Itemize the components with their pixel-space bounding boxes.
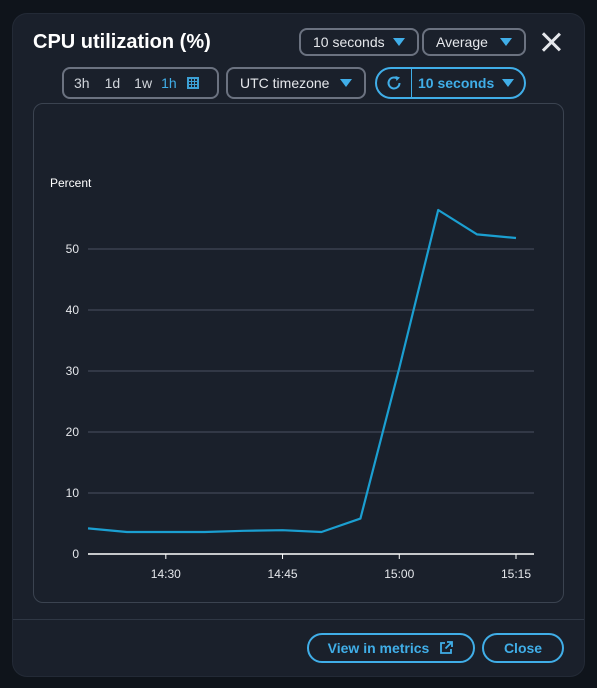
cpu-series-line bbox=[87, 208, 517, 534]
caret-down-icon bbox=[340, 79, 352, 87]
cpu-utilization-dialog: CPU utilization (%) 10 seconds Average 3… bbox=[13, 14, 584, 676]
view-in-metrics-label: View in metrics bbox=[327, 640, 430, 656]
footer-divider bbox=[13, 619, 584, 620]
refresh-icon bbox=[387, 76, 401, 90]
view-in-metrics-button[interactable]: View in metrics bbox=[307, 633, 475, 663]
cpu-line-chart: Percent 0 10 20 30 40 50 14:30 14:45 15:00 15:15 bbox=[50, 176, 534, 581]
range-1d[interactable]: 1d bbox=[104, 75, 121, 91]
x-tick-label: 14:45 bbox=[268, 567, 298, 581]
caret-down-icon bbox=[393, 38, 405, 46]
y-axis-label: Percent bbox=[50, 176, 92, 190]
timezone-dropdown[interactable]: UTC timezone bbox=[226, 67, 366, 99]
time-range-selector: 3h 1d 1w 1h bbox=[62, 67, 219, 99]
refresh-control: 10 seconds bbox=[375, 67, 526, 99]
external-link-icon bbox=[440, 641, 454, 654]
range-1w[interactable]: 1w bbox=[134, 75, 153, 91]
range-1h[interactable]: 1h bbox=[161, 75, 177, 91]
y-tick-label: 50 bbox=[66, 242, 80, 256]
y-tick-label: 20 bbox=[66, 425, 80, 439]
x-tick-label: 14:30 bbox=[151, 567, 181, 581]
period-label: 10 seconds bbox=[313, 34, 385, 50]
y-tick-label: 0 bbox=[72, 547, 79, 561]
close-icon[interactable] bbox=[540, 31, 562, 53]
chart-container: Percent 0 10 20 30 40 50 14:30 14:45 15:00 15:15 bbox=[33, 103, 564, 603]
timezone-label: UTC timezone bbox=[240, 75, 330, 91]
y-tick-label: 40 bbox=[66, 303, 80, 317]
refresh-button[interactable] bbox=[377, 69, 412, 97]
refresh-interval-label[interactable]: 10 seconds bbox=[418, 75, 495, 91]
range-3h[interactable]: 3h bbox=[74, 75, 90, 91]
x-tick-label: 15:00 bbox=[384, 567, 414, 581]
caret-down-icon bbox=[500, 38, 512, 46]
x-tick-label: 15:15 bbox=[501, 567, 531, 581]
y-tick-label: 30 bbox=[66, 364, 80, 378]
close-button[interactable]: Close bbox=[482, 633, 564, 663]
calendar-icon[interactable] bbox=[186, 77, 199, 89]
y-tick-label: 10 bbox=[66, 486, 80, 500]
statistic-dropdown[interactable]: Average bbox=[422, 28, 526, 56]
caret-down-icon[interactable] bbox=[502, 79, 514, 87]
dialog-title: CPU utilization (%) bbox=[33, 31, 211, 53]
statistic-label: Average bbox=[436, 34, 488, 50]
period-dropdown[interactable]: 10 seconds bbox=[299, 28, 419, 56]
